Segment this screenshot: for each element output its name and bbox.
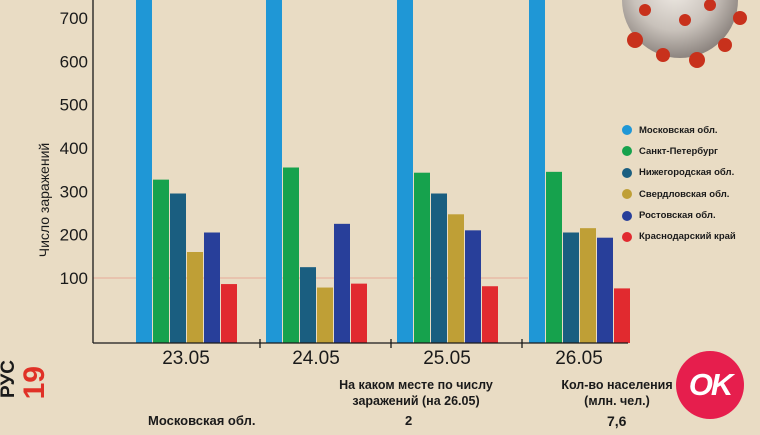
bar (334, 223, 350, 343)
x-category-label: 25.05 (423, 348, 471, 369)
bar (431, 193, 447, 343)
bar (317, 287, 333, 343)
rank-column-header: На каком месте по числу заражений (на 26… (339, 378, 493, 408)
legend-marker (622, 231, 632, 242)
y-tick-label: 600 (60, 52, 88, 71)
legend-item: Краснодарский край (622, 227, 760, 247)
bar (448, 214, 464, 343)
bar (136, 0, 152, 343)
coronavirus-illustration (585, 0, 760, 80)
legend-item: Санкт-Петербург (622, 141, 760, 161)
y-tick-label: 300 (60, 182, 88, 201)
legend-label: Московская обл. (639, 124, 718, 136)
x-category-label: 23.05 (162, 348, 210, 369)
y-tick-label: 500 (60, 96, 88, 115)
bar (351, 283, 367, 343)
y-axis-label: Число заражений (36, 143, 52, 257)
bar (170, 193, 186, 343)
legend-item: Ростовская обл. (622, 206, 760, 226)
bar (546, 171, 562, 343)
population-column-header: Кол-во населения (млн. чел.) (561, 378, 673, 408)
legend-label: Ростовская обл. (639, 210, 716, 222)
legend-label: Нижегородская обл. (639, 167, 735, 179)
bar (465, 230, 481, 343)
x-category-label: 24.05 (292, 348, 340, 369)
bar (283, 167, 299, 343)
ok-logo[interactable]: OK (676, 351, 744, 419)
x-category-label: 26.05 (555, 348, 603, 369)
legend-item: Московская обл. (622, 120, 760, 140)
legend-label: Санкт-Петербург (639, 145, 718, 157)
legend-item: Свердловская обл. (622, 184, 760, 204)
legend-label: Свердловская обл. (639, 188, 730, 200)
y-tick-label: 200 (60, 226, 88, 245)
bar (563, 232, 579, 343)
bar (300, 267, 316, 343)
legend-marker (622, 189, 632, 200)
legend-label: Краснодарский край (639, 231, 736, 243)
table-row-region: Московская обл. (148, 413, 256, 428)
y-tick-label: 700 (60, 9, 88, 28)
legend-item: Нижегородская обл. (622, 163, 760, 183)
legend-marker (622, 125, 632, 135)
side-tag-number: 19 (18, 366, 51, 400)
bar (221, 284, 237, 343)
bar (580, 228, 596, 343)
side-tag: РУС 19 (0, 360, 51, 435)
legend-marker (622, 210, 632, 221)
table-row-rank: 2 (405, 413, 413, 428)
side-tag-word: РУС (0, 360, 19, 398)
legend-marker (622, 146, 632, 157)
legend-marker (622, 167, 632, 178)
bar (187, 252, 203, 343)
bar (614, 288, 630, 343)
bar (153, 179, 169, 343)
bar (204, 232, 220, 343)
bar (397, 0, 413, 343)
bar (529, 0, 545, 343)
y-tick-label: 400 (60, 139, 88, 158)
y-tick-label: 100 (60, 269, 88, 288)
ok-logo-text: OK (688, 367, 733, 402)
table-row-population: 7,6 (607, 413, 627, 429)
legend: Московская обл. Санкт-Петербург Нижегородс… (622, 120, 760, 248)
bar (266, 0, 282, 343)
bar (597, 237, 613, 343)
bar (414, 172, 430, 343)
bar (482, 286, 498, 343)
